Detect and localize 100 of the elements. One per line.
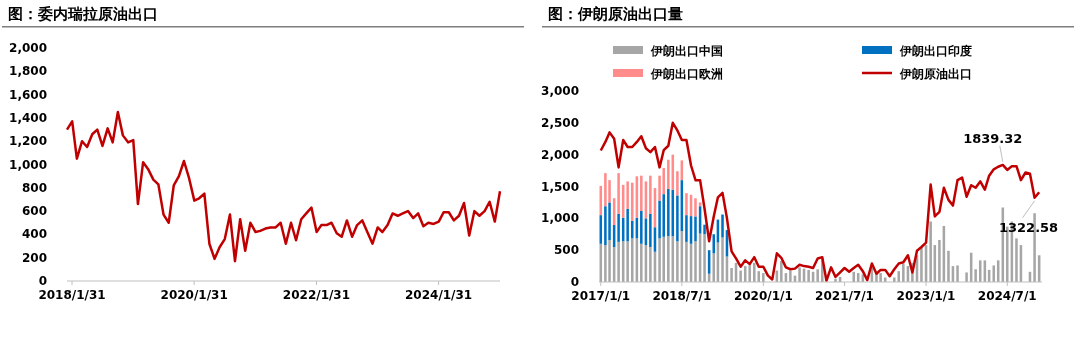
bar [712, 253, 716, 282]
bar [604, 206, 607, 246]
bar [662, 236, 665, 282]
y-tick-label: 400 [21, 227, 47, 242]
bar [816, 269, 819, 282]
bar [604, 173, 607, 207]
y-tick-label: 1,000 [541, 211, 579, 226]
y-tick-label: 200 [21, 250, 47, 265]
bar [721, 214, 724, 238]
bar [780, 260, 783, 282]
bar [640, 175, 643, 212]
y-tick-label: 1,200 [9, 134, 47, 149]
y-tick-label: 3,000 [541, 84, 579, 98]
bar [676, 241, 679, 282]
bar [626, 241, 629, 282]
bar [685, 215, 688, 242]
bar [929, 221, 932, 282]
bar [947, 250, 950, 282]
annotation: 1839.32 [963, 130, 1023, 146]
bar [667, 189, 670, 237]
bar [617, 173, 620, 214]
bar [920, 247, 923, 282]
y-tick-label: 2,500 [541, 115, 579, 130]
bar [753, 262, 756, 282]
bar [649, 246, 652, 282]
bar [730, 267, 733, 282]
bar [630, 182, 634, 221]
bar [852, 271, 856, 282]
y-tick-label: 1,800 [9, 64, 47, 79]
bar [667, 236, 670, 282]
chart-title: 图：伊朗原油出口量 [548, 5, 683, 23]
bar [739, 270, 742, 282]
legend-label: 伊朗出口欧洲 [650, 67, 723, 81]
bar [721, 237, 724, 282]
bar [617, 241, 620, 282]
annotation: 1322.58 [998, 219, 1059, 235]
y-tick-label: 600 [21, 204, 47, 219]
bar [662, 194, 665, 237]
y-tick-label: 1,400 [9, 110, 47, 125]
bar [626, 208, 629, 242]
bar [974, 269, 977, 282]
bar [965, 272, 968, 282]
bar [807, 269, 810, 282]
bar [748, 265, 751, 282]
bar [649, 175, 652, 214]
bar [626, 181, 629, 209]
y-tick-label: 800 [21, 180, 47, 195]
bar [630, 238, 634, 282]
bar [992, 265, 996, 282]
bar [798, 267, 801, 282]
bar [703, 234, 706, 282]
bar [640, 243, 643, 282]
y-tick-label: 1,000 [9, 157, 47, 172]
bar [685, 241, 688, 282]
bar [694, 241, 697, 282]
bar [1015, 238, 1018, 282]
bar [902, 263, 905, 282]
bar [789, 270, 792, 282]
bar [879, 273, 882, 282]
bar [608, 239, 611, 282]
x-tick-label: 2023/1/1 [896, 289, 956, 303]
x-tick-label: 2024/7/1 [977, 289, 1037, 303]
bar [685, 193, 688, 216]
y-tick-label: 1,500 [541, 179, 579, 194]
x-tick-label: 2018/7/1 [652, 289, 712, 303]
bar [667, 159, 670, 190]
bar [617, 213, 620, 242]
x-tick-label: 2020/1/1 [733, 289, 793, 303]
bar [703, 224, 706, 235]
bar [712, 234, 716, 254]
bar [762, 273, 765, 282]
bar [938, 239, 941, 282]
x-tick-label: 2018/1/31 [38, 288, 106, 302]
bar [978, 260, 982, 282]
y-tick-label: 2,000 [541, 147, 579, 162]
bar [956, 265, 959, 282]
legend-label: 伊朗原油出口 [899, 67, 972, 81]
bar [676, 171, 679, 196]
x-tick-label: 2020/1/31 [160, 288, 228, 302]
bar [694, 216, 697, 242]
bar [649, 213, 652, 247]
y-tick-label: 0 [38, 274, 47, 288]
legend-label: 伊朗出口中国 [650, 44, 723, 58]
y-tick-label: 2,000 [9, 41, 47, 55]
bar [630, 220, 634, 239]
bar [640, 211, 643, 244]
legend-label: 伊朗出口印度 [899, 44, 972, 58]
line-series [65, 110, 502, 263]
bar [897, 271, 900, 282]
x-tick-label: 2021/7/1 [815, 289, 874, 303]
bar [694, 198, 697, 217]
x-tick-label: 2024/1/31 [404, 288, 473, 302]
y-tick-label: 1,600 [9, 87, 47, 102]
x-tick-label: 2022/1/31 [282, 288, 351, 302]
bar [676, 195, 679, 242]
x-tick-label: 2017/1/1 [571, 289, 631, 303]
chart-title: 图：委内瑞拉原油出口 [8, 5, 158, 23]
y-tick-label: 0 [570, 275, 579, 289]
y-tick-label: 500 [553, 243, 579, 258]
bar [658, 238, 661, 282]
